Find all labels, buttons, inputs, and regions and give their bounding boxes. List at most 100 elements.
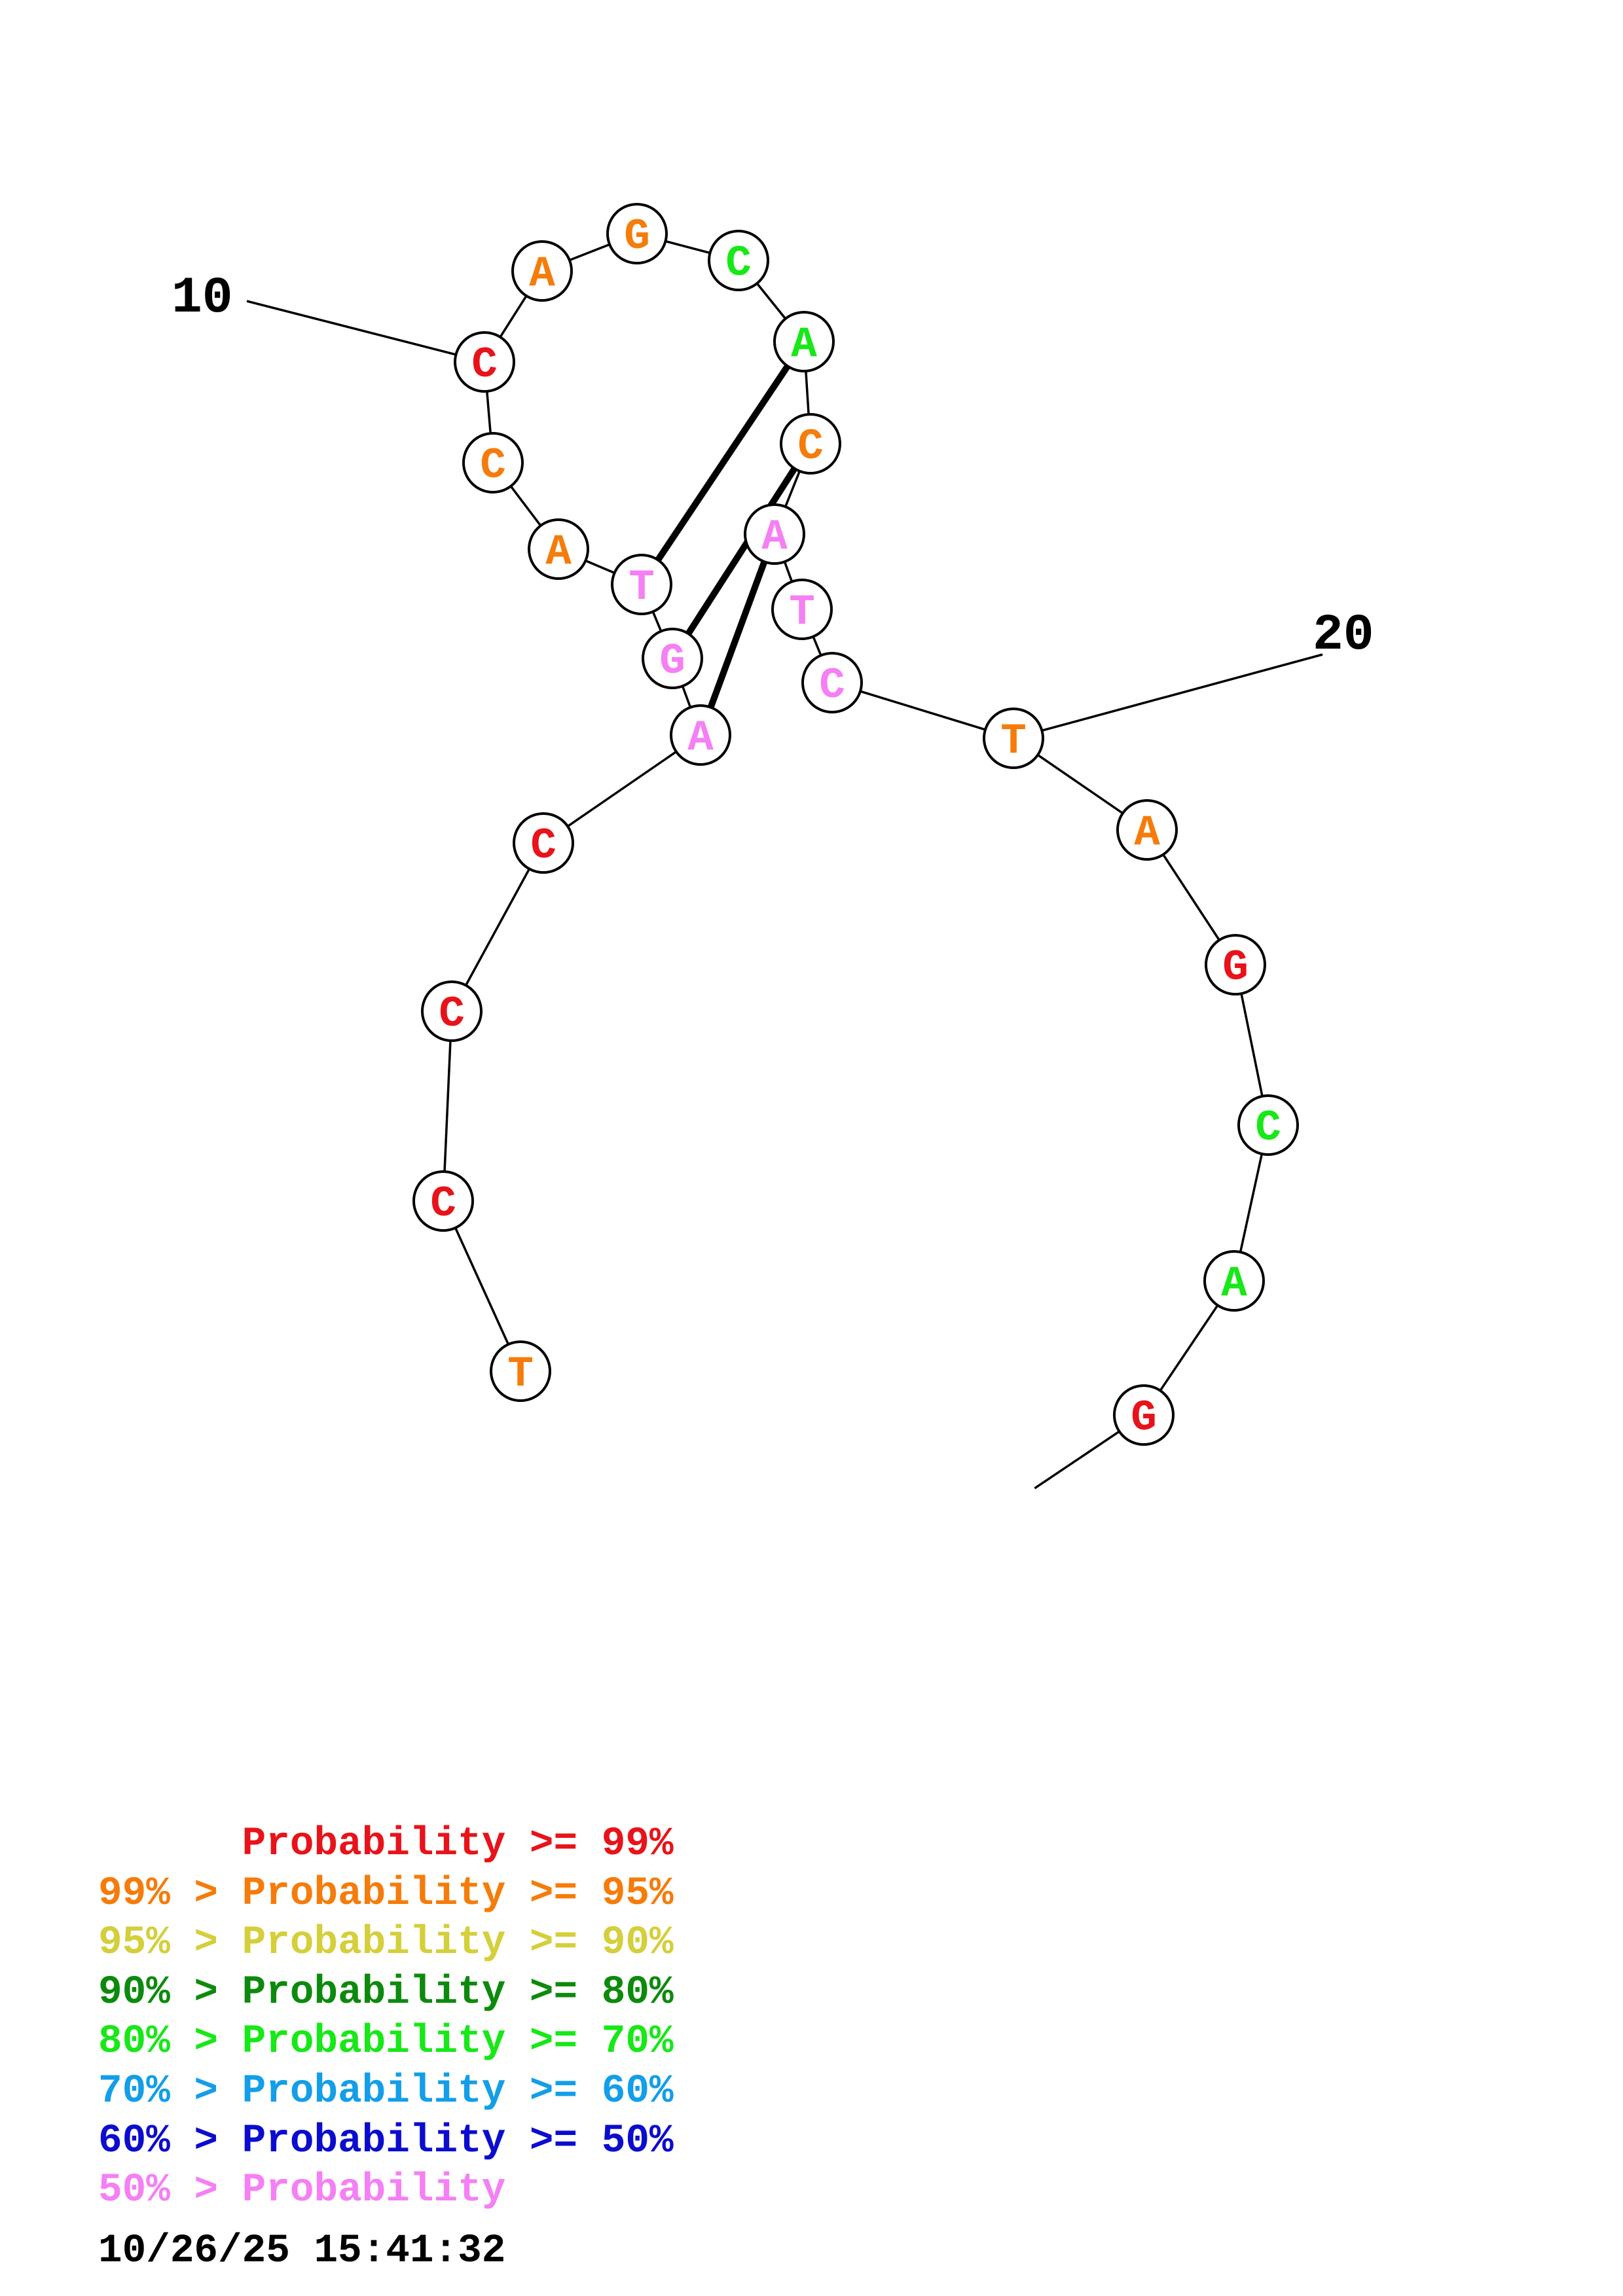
backbone-segment (464, 868, 531, 986)
nucleotide-letter: C (439, 990, 465, 1039)
backbone-segment (783, 561, 793, 583)
nucleotide-letter: C (430, 1179, 456, 1229)
backbone-segment (805, 370, 810, 415)
nucleotide-3: C (421, 980, 483, 1042)
backbone-segment (812, 636, 822, 656)
nucleotide-13: C (708, 230, 769, 291)
nucleotide-letter: A (1134, 808, 1160, 857)
nucleotide-letter: C (471, 340, 498, 389)
nucleotide-14: A (773, 311, 835, 372)
nucleotide-circle (606, 203, 668, 264)
legend-row: 95% > Probability >= 90% (98, 1918, 674, 1968)
legend-row: 70% > Probability >= 60% (98, 2067, 674, 2117)
nucleotide-letter: A (761, 512, 788, 562)
backbone-segment (1159, 1304, 1219, 1391)
legend-label: Probability >= 60% (242, 2068, 674, 2114)
nucleotide-letter: G (659, 637, 685, 686)
legend-prefix: 95% > (98, 1920, 242, 1966)
nucleotide-circle (1205, 934, 1266, 996)
nucleotide-letter: T (629, 563, 655, 612)
nucleotide-9: C (462, 432, 524, 493)
nucleotide-letter: G (624, 212, 650, 261)
nucleotide-circle (412, 1170, 474, 1232)
nucleotide-10: C (454, 331, 515, 393)
backbone-lines (443, 240, 1264, 1490)
backbone-segment (509, 485, 542, 527)
backbone-segment (665, 240, 710, 255)
nucleotide-1: T (490, 1340, 551, 1402)
nucleotide-letter: T (1000, 717, 1027, 766)
index-label-pointer (1041, 653, 1323, 732)
backbone-segment (1034, 1430, 1120, 1490)
nucleotide-circle (708, 230, 769, 291)
nucleotide-16: A (744, 503, 805, 565)
base-pair-bonds (655, 364, 797, 709)
nucleotide-letter: T (789, 588, 815, 637)
nucleotide-letter: T (507, 1350, 534, 1399)
nucleotide-letter: C (797, 422, 824, 471)
legend-prefix: 70% > (98, 2068, 242, 2114)
nucleotide-18: C (801, 652, 863, 713)
nucleotide-circle (513, 812, 574, 874)
nucleotide-11: A (511, 240, 573, 302)
timestamp: 10/26/25 15:41:32 (98, 2229, 506, 2274)
backbone-segment (1162, 853, 1220, 941)
nucleotide-letter: A (687, 713, 714, 762)
nucleotide-letter: G (1222, 943, 1249, 992)
backbone-segment (499, 295, 528, 338)
legend-prefix: 60% > (98, 2118, 242, 2164)
nucleotide-17: T (771, 579, 833, 640)
nucleotide-12: G (606, 203, 668, 264)
nucleotide-22: C (1237, 1094, 1299, 1156)
index-labels: 10 20 (172, 270, 1374, 732)
nucleotide-letter: A (791, 320, 817, 369)
nucleotide-8: A (528, 518, 589, 580)
legend-label: Probability >= 80% (242, 1969, 674, 2015)
legend-prefix: 90% > (98, 1969, 242, 2015)
legend-row: Probability >= 99% (98, 1820, 674, 1869)
nucleotide-letter: C (530, 821, 556, 870)
nucleotide-19: T (983, 708, 1044, 769)
backbone-segment (860, 690, 986, 731)
nucleotide-circle (528, 518, 589, 580)
nucleotide-letter: C (480, 441, 506, 490)
backbone-segment (585, 559, 615, 575)
nucleotide-circle (801, 652, 863, 713)
backbone-segment (1239, 1153, 1264, 1253)
legend-row: 80% > Probability >= 70% (98, 2017, 674, 2067)
legend-row: 60% > Probability >= 50% (98, 2117, 674, 2166)
nucleotide-circle (780, 413, 841, 475)
nucleotide-circle (744, 503, 805, 565)
backbone-segment (486, 391, 492, 434)
nucleotide-5: A (670, 704, 731, 766)
nucleotide-circle (1203, 1250, 1265, 1312)
legend-row: 90% > Probability >= 80% (98, 1968, 674, 2018)
base-pair-bond (707, 560, 768, 709)
legend-row: 99% > Probability >= 95% (98, 1869, 674, 1919)
nucleotide-letter: A (545, 528, 572, 577)
legend-prefix: 99% > (98, 1871, 242, 1916)
nucleotide-letter: C (819, 661, 845, 710)
nucleotide-circle (642, 628, 703, 689)
legend-label: Probability (242, 2168, 506, 2214)
nucleotide-circle (454, 331, 515, 393)
legend-label: Probability >= 99% (242, 1821, 674, 1867)
backbone-segment (784, 471, 801, 507)
nucleotide-letter: A (529, 249, 555, 298)
backbone-segment (443, 1040, 452, 1172)
nucleotide-circle (1116, 799, 1178, 861)
legend-row: 50% > Probability (98, 2166, 674, 2215)
backbone-segment (567, 751, 677, 827)
nucleotide-circle (1237, 1094, 1299, 1156)
nucleotide-circle (771, 579, 833, 640)
backbone-segment (681, 685, 692, 708)
nucleotide-24: G (1113, 1384, 1175, 1446)
nucleotide-circle (773, 311, 835, 372)
legend-label: Probability >= 90% (242, 1920, 674, 1966)
nucleotide-23: A (1203, 1250, 1265, 1312)
nucleotide-circle (511, 240, 573, 302)
nucleotide-letter: G (1131, 1393, 1157, 1443)
probability-legend: Probability >= 99% 99% > Probability >= 9… (98, 1820, 674, 2215)
